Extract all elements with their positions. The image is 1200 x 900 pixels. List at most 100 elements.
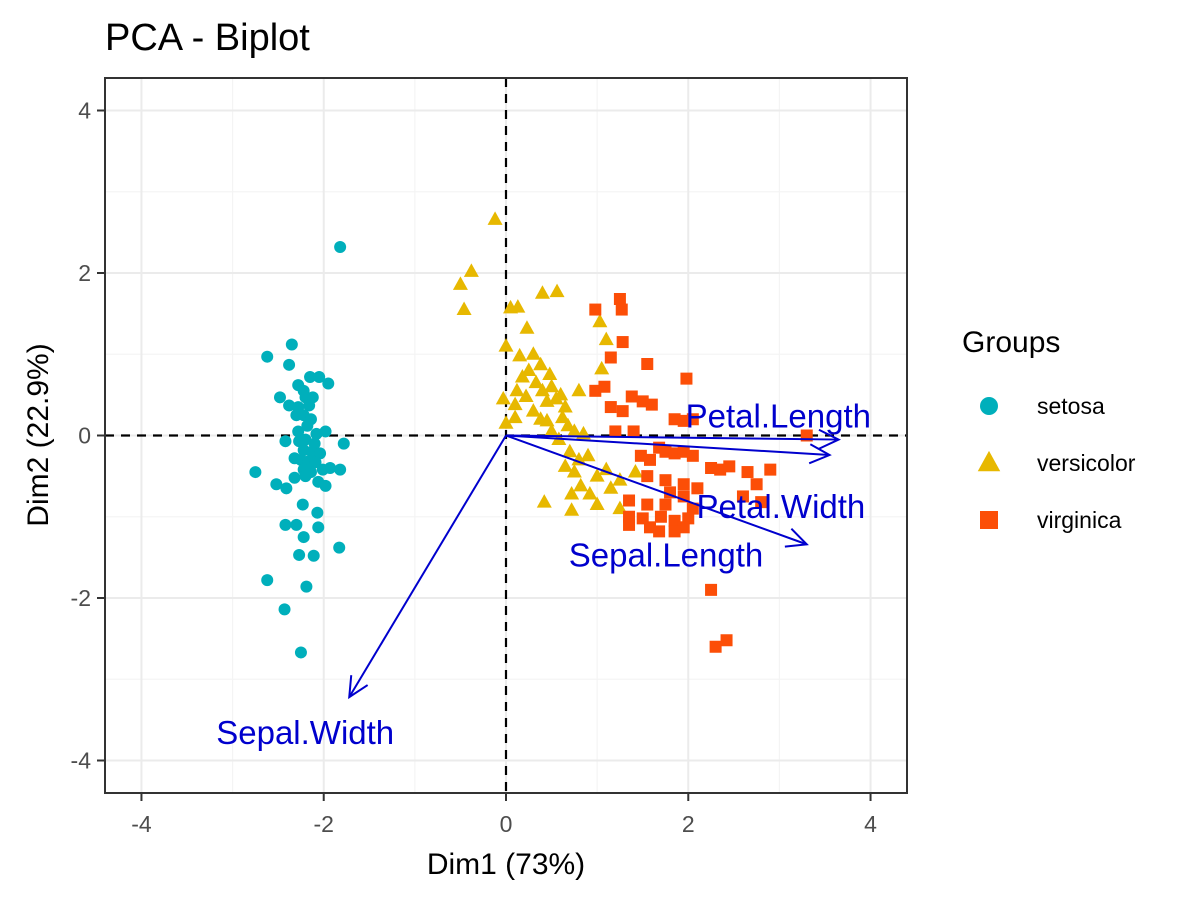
setosa-point: [316, 463, 329, 476]
setosa-point: [337, 437, 350, 450]
versicolor-point: [534, 285, 550, 299]
setosa-point: [314, 447, 327, 460]
legend-item-setosa: setosa: [980, 393, 1105, 419]
versicolor-point: [452, 276, 468, 290]
setosa-point: [304, 371, 317, 383]
versicolor-point: [518, 388, 534, 402]
arrow-petal-width: Petal.Width: [505, 434, 865, 525]
setosa-point: [261, 350, 274, 363]
versicolor-point: [589, 496, 605, 511]
virginica-point: [598, 380, 611, 393]
versicolor-point: [582, 485, 598, 500]
virginica-point: [736, 490, 749, 503]
setosa-point: [299, 433, 312, 446]
virginica-point: [668, 525, 681, 538]
setosa-point: [299, 470, 312, 483]
versicolor-point: [536, 494, 552, 508]
virginica-point: [741, 466, 754, 479]
series-versicolor: [452, 211, 643, 516]
versicolor-point: [562, 443, 578, 458]
virginica-point: [623, 494, 636, 507]
versicolor-point: [603, 480, 619, 494]
virginica-point: [691, 482, 704, 495]
setosa-point: [334, 241, 347, 253]
versicolor-point: [456, 301, 472, 316]
setosa-point: [285, 338, 298, 351]
virginica-point: [677, 478, 690, 491]
arrow-shaft: [505, 434, 808, 546]
versicolor-point: [507, 409, 523, 424]
y-tick-label: 2: [78, 260, 91, 286]
series-virginica: [589, 293, 813, 653]
setosa-point: [283, 358, 296, 371]
virginica-point: [616, 336, 629, 349]
x-tick-label: -2: [314, 811, 334, 837]
virginica-point: [589, 303, 602, 316]
legend-item-versicolor: versicolor: [977, 450, 1136, 476]
setosa-point: [297, 531, 310, 544]
setosa-point: [279, 435, 292, 448]
axis-ticks: -4 -2 0 2 4 -4 -2 0 2 4: [71, 98, 878, 838]
legend-label: versicolor: [1037, 450, 1136, 476]
versicolor-point: [560, 417, 576, 432]
versicolor-point: [544, 378, 560, 393]
virginica-point: [636, 395, 649, 408]
virginica-point: [677, 414, 690, 427]
legend: setosa versicolor virginica: [977, 393, 1136, 533]
arrow-head: [784, 527, 809, 548]
virginica-point: [641, 498, 654, 511]
variable-label: Sepal.Width: [216, 714, 394, 751]
y-tick-label: -4: [71, 748, 92, 774]
virginica-point: [604, 401, 617, 414]
virginica-point: [720, 634, 733, 647]
virginica-point: [623, 518, 636, 531]
x-axis-title: Dim1 (73%): [427, 848, 585, 881]
arrow-petal-length: Petal.Length: [505, 398, 871, 450]
virginica-point: [604, 351, 617, 364]
versicolor-point: [534, 382, 550, 397]
virginica-point: [589, 384, 602, 397]
virginica-point: [643, 453, 656, 466]
arrow-sepal-length: Sepal.Length: [505, 434, 809, 573]
series-setosa: [249, 241, 350, 659]
virginica-point: [705, 583, 718, 596]
arrow-shaft: [348, 434, 507, 698]
versicolor-point: [627, 464, 643, 478]
variable-label: Petal.Length: [686, 398, 871, 435]
setosa-point: [303, 399, 316, 412]
virginica-point: [641, 470, 654, 483]
setosa-point: [296, 498, 309, 511]
legend-key-circle: [980, 397, 998, 415]
setosa-point: [334, 463, 347, 476]
versicolor-point: [573, 477, 589, 492]
versicolor-point: [612, 472, 628, 486]
versicolor-point: [564, 502, 580, 516]
virginica-point: [680, 372, 693, 385]
virginica-point: [659, 498, 672, 511]
virginica-point: [668, 514, 681, 527]
arrow-head: [808, 443, 832, 465]
virginica-point: [634, 449, 647, 462]
versicolor-point: [521, 362, 537, 376]
y-tick-label: 4: [78, 98, 91, 124]
versicolor-point: [557, 458, 573, 472]
arrow-head: [348, 675, 369, 700]
arrow-shaft: [505, 434, 839, 441]
arrow-head: [818, 428, 841, 450]
virginica-point: [723, 460, 736, 473]
x-tick-label: 2: [682, 811, 695, 837]
virginica-point: [750, 478, 763, 491]
virginica-point: [643, 521, 656, 534]
versicolor-point: [564, 485, 580, 500]
x-tick-label: -4: [131, 811, 152, 837]
versicolor-point: [495, 390, 511, 405]
variable-arrows: Petal.Length Petal.Width Sepal.Length Sepal…: [216, 398, 871, 752]
data-points: [249, 211, 813, 659]
setosa-point: [309, 456, 322, 469]
versicolor-point: [566, 464, 582, 478]
virginica-point: [709, 640, 722, 653]
versicolor-point: [498, 338, 514, 352]
setosa-point: [290, 518, 303, 531]
setosa-point: [283, 399, 296, 412]
